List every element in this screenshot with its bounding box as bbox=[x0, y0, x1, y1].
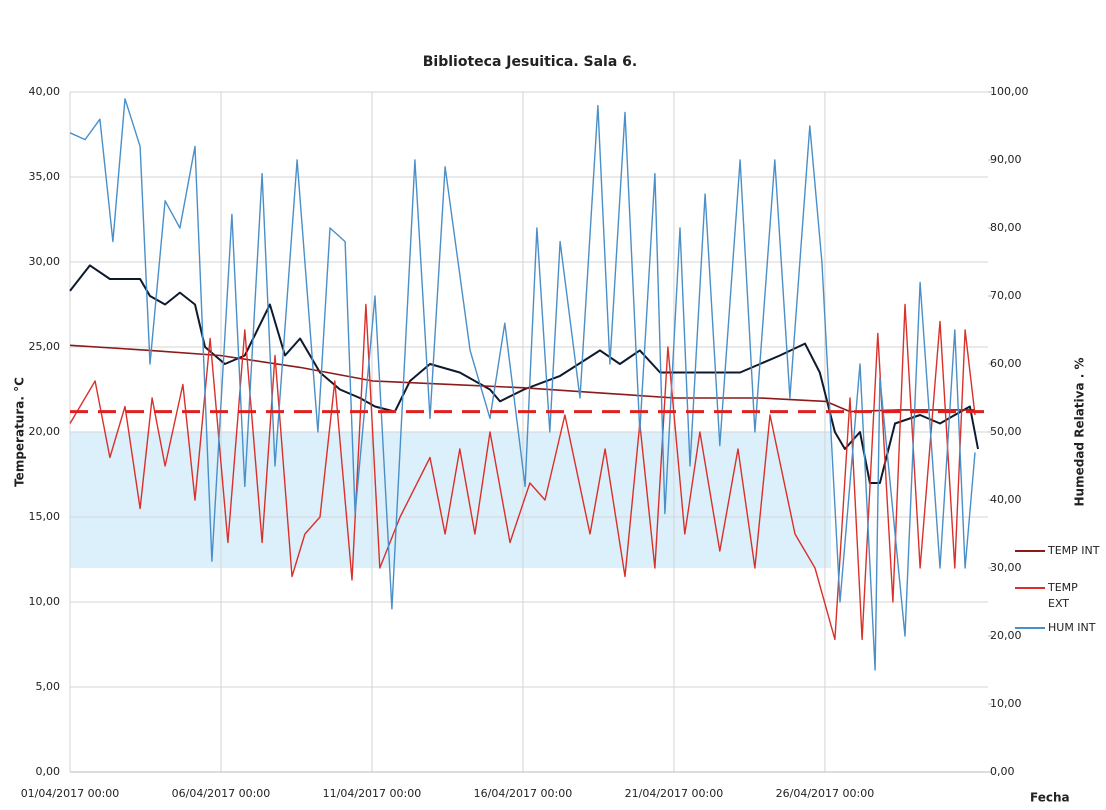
y2-tick-label: 90,00 bbox=[990, 153, 1022, 166]
y2-tick-label: 40,00 bbox=[990, 493, 1022, 506]
x-tick-label: 06/04/2017 00:00 bbox=[172, 787, 271, 800]
y-axis-title: Temperatura. °C bbox=[13, 377, 27, 487]
y-tick-label: 25,00 bbox=[29, 340, 61, 353]
y2-tick-label: 0,00 bbox=[990, 765, 1015, 778]
y2-tick-label: 10,00 bbox=[990, 697, 1022, 710]
x-tick-label: 11/04/2017 00:00 bbox=[323, 787, 422, 800]
series-line bbox=[69, 98, 976, 671]
x-axis-title: Fecha bbox=[1030, 791, 1070, 805]
legend-label: HUM INT bbox=[1048, 621, 1096, 634]
legend-label: TEMP EXT bbox=[1047, 581, 1078, 610]
y-tick-label: 35,00 bbox=[29, 170, 61, 183]
y-tick-label: 10,00 bbox=[29, 595, 61, 608]
y2-tick-label: 30,00 bbox=[990, 561, 1022, 574]
y2-tick-label: 80,00 bbox=[990, 221, 1022, 234]
chart-title: Biblioteca Jesuitica. Sala 6. bbox=[423, 54, 637, 70]
legend-label-line: EXT bbox=[1048, 597, 1069, 610]
y2-tick-label: 70,00 bbox=[990, 289, 1022, 302]
y2-tick-label: 60,00 bbox=[990, 357, 1022, 370]
x-tick-label: 16/04/2017 00:00 bbox=[474, 787, 573, 800]
x-tick-label: 21/04/2017 00:00 bbox=[625, 787, 724, 800]
y-tick-label: 0,00 bbox=[36, 765, 61, 778]
y-tick-label: 30,00 bbox=[29, 255, 61, 268]
y-tick-label: 15,00 bbox=[29, 510, 61, 523]
y2-tick-label: 100,00 bbox=[990, 85, 1029, 98]
y2-tick-label: 50,00 bbox=[990, 425, 1022, 438]
y-tick-label: 20,00 bbox=[29, 425, 61, 438]
legend-label: TEMP INT bbox=[1047, 544, 1100, 557]
y2-tick-label: 20,00 bbox=[990, 629, 1022, 642]
legend-label-line: TEMP bbox=[1047, 581, 1078, 594]
y2-axis-title: Humedad Relativa . % bbox=[1073, 358, 1087, 507]
y-tick-label: 40,00 bbox=[29, 85, 61, 98]
x-tick-label: 26/04/2017 00:00 bbox=[776, 787, 875, 800]
x-tick-label: 01/04/2017 00:00 bbox=[21, 787, 120, 800]
series-line bbox=[69, 344, 975, 413]
series-line bbox=[69, 303, 976, 641]
y-tick-label: 5,00 bbox=[36, 680, 61, 693]
